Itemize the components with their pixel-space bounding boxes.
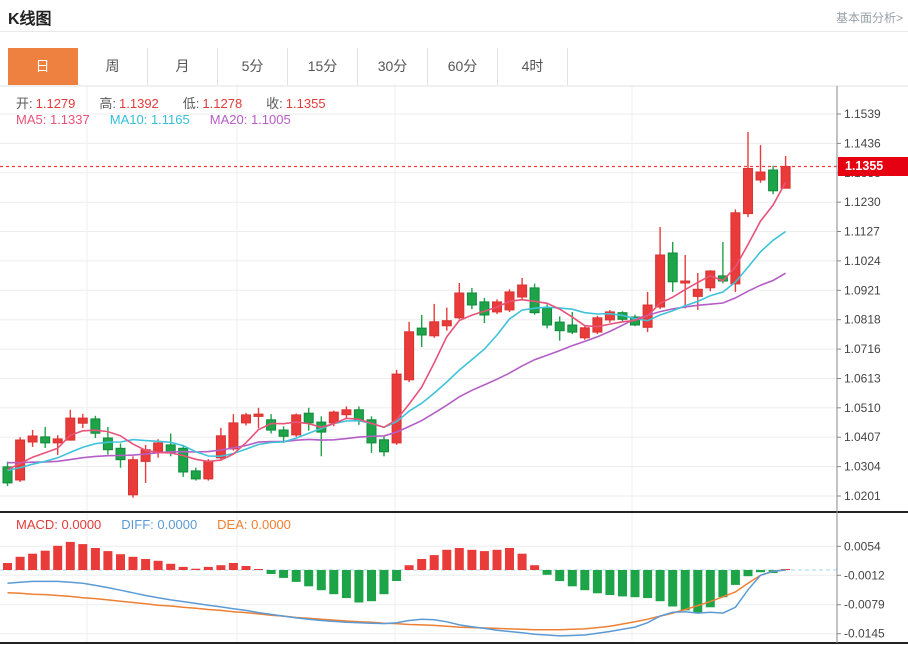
ohlc-legend: 开: 1.1279 高: 1.1392 低: 1.1278 收: 1.1355	[16, 93, 350, 112]
close-label: 收:	[266, 96, 283, 111]
header-divider	[0, 31, 908, 32]
ma20-value: 1.1005	[250, 112, 291, 127]
low-value: 1.1278	[202, 96, 243, 111]
period-tab-月[interactable]: 月	[148, 48, 218, 85]
svg-text:1.0510: 1.0510	[844, 401, 881, 415]
svg-text:1.1436: 1.1436	[844, 136, 881, 150]
period-tab-日[interactable]: 日	[8, 48, 78, 85]
svg-text:1.1539: 1.1539	[844, 107, 881, 121]
svg-text:-0.0012: -0.0012	[844, 568, 885, 582]
macd-label: MACD:	[16, 517, 58, 532]
diff-label: DIFF:	[121, 517, 154, 532]
period-tab-bar: 日周月 5分 15分 30分 60分 4时	[8, 48, 568, 85]
close-value: 1.1355	[285, 96, 326, 111]
svg-text:1.1024: 1.1024	[844, 254, 881, 268]
svg-text:-0.0145: -0.0145	[844, 627, 885, 641]
low-label: 低:	[182, 96, 200, 111]
period-tab-15分[interactable]: 15分	[288, 48, 358, 85]
svg-text:0.0054: 0.0054	[844, 539, 881, 553]
high-value: 1.1392	[119, 96, 159, 111]
period-tab-周[interactable]: 周	[78, 48, 148, 85]
svg-text:1.0613: 1.0613	[844, 372, 881, 386]
period-tab-60分[interactable]: 60分	[428, 48, 498, 85]
svg-text:1.0921: 1.0921	[844, 283, 881, 297]
svg-text:1.0407: 1.0407	[844, 430, 881, 444]
dea-value: 0.0000	[251, 517, 291, 532]
period-tab-4时[interactable]: 4时	[498, 48, 568, 85]
macd-legend: MACD: 0.0000 DIFF: 0.0000 DEA: 0.0000	[16, 517, 311, 532]
open-label: 开:	[16, 96, 33, 111]
ma5-value: 1.1337	[49, 112, 90, 127]
svg-text:1.1127: 1.1127	[844, 225, 880, 239]
page-title: K线图	[8, 11, 52, 28]
high-label: 高:	[99, 96, 117, 111]
svg-text:1.1230: 1.1230	[844, 195, 881, 209]
ma10-value: 1.1165	[150, 112, 190, 127]
open-value: 1.1279	[35, 96, 76, 111]
svg-text:1.0304: 1.0304	[844, 460, 881, 474]
ma10-label: MA10:	[109, 112, 148, 127]
diff-value: 0.0000	[157, 517, 198, 532]
dea-label: DEA:	[217, 517, 248, 532]
svg-text:1.0201: 1.0201	[844, 489, 881, 503]
period-tab-5分[interactable]: 5分	[218, 48, 288, 85]
ma-legend: MA5: 1.1337 MA10: 1.1165 MA20: 1.1005	[16, 112, 311, 127]
svg-text:-0.0079: -0.0079	[844, 598, 885, 612]
period-tab-30分[interactable]: 30分	[358, 48, 428, 85]
ma5-label: MA5:	[16, 112, 47, 127]
ma20-label: MA20:	[209, 112, 248, 127]
fundamental-analysis-link[interactable]: 基本面分析>	[835, 11, 903, 25]
svg-text:1.0818: 1.0818	[844, 313, 881, 327]
macd-value: 0.0000	[61, 517, 102, 532]
current-price-badge: 1.1355	[838, 157, 908, 176]
svg-text:1.0716: 1.0716	[844, 342, 881, 356]
